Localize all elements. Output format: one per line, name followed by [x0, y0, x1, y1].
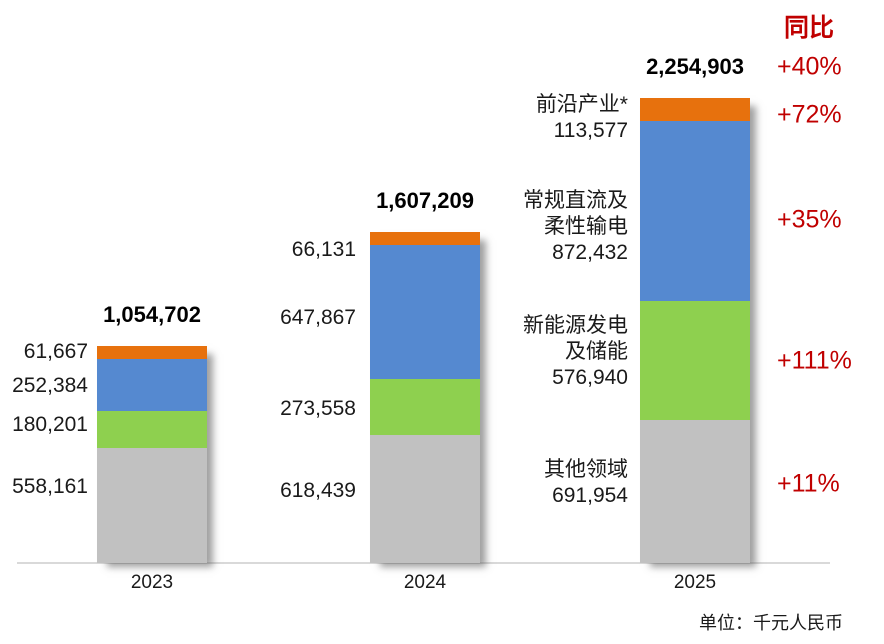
segment-name-value-3: 其他领域 691,954: [544, 457, 628, 509]
bar-segment-2024-1: [370, 245, 480, 380]
stacked-bar-2023: [97, 345, 207, 563]
bar-segment-2025-3: [640, 420, 750, 563]
bar-segment-2025-1: [640, 121, 750, 302]
yoy-segment-change-0: +72%: [777, 100, 842, 129]
segment-value-2023-0: 61,667: [23, 340, 88, 364]
segment-label-line: 新能源发电: [523, 313, 628, 337]
segment-value-2024-3: 618,439: [280, 479, 356, 503]
x-axis-label-2023: 2023: [130, 572, 174, 593]
bar-segment-2023-0: [97, 345, 207, 359]
segment-label-line: 柔性输电: [544, 215, 628, 239]
segment-value-2024-2: 273,558: [280, 397, 356, 421]
total-value-2023: 1,054,702: [103, 301, 201, 327]
segment-label-line: 前沿产业*: [535, 92, 628, 116]
bar-segment-2023-2: [97, 410, 207, 448]
segment-name-value-0: 前沿产业* 113,577: [536, 92, 628, 144]
bar-segment-2024-2: [370, 379, 480, 436]
segment-label-line: 其他领域: [544, 457, 628, 481]
bar-segment-2024-3: [370, 435, 480, 563]
segment-name-value-1: 常规直流及 柔性输电 872,432: [523, 188, 628, 266]
unit-note: 单位：千元人民币: [699, 613, 843, 633]
segment-label-line: 691,954: [552, 483, 628, 507]
yoy-segment-change-1: +35%: [777, 205, 842, 234]
segment-label-line: 872,432: [552, 241, 628, 265]
total-value-2024: 1,607,209: [376, 187, 474, 213]
stacked-bar-2025: [640, 98, 750, 563]
segment-name-value-2: 新能源发电 及储能 576,940: [523, 313, 628, 391]
segment-value-2023-2: 180,201: [12, 413, 88, 437]
yoy-total-change: +40%: [777, 52, 842, 81]
bar-segment-2025-0: [640, 98, 750, 122]
bar-segment-2023-1: [97, 358, 207, 411]
segment-label-line: 常规直流及: [523, 189, 628, 213]
segment-label-line: 576,940: [552, 365, 628, 389]
segment-label-line: 113,577: [553, 118, 628, 142]
yoy-segment-change-2: +111%: [777, 346, 852, 375]
yoy-column-title: 同比: [784, 14, 835, 42]
segment-label-line: 及储能: [565, 339, 628, 363]
segment-value-2023-1: 252,384: [12, 373, 88, 397]
segment-value-2024-1: 647,867: [280, 306, 356, 330]
stacked-bar-2024: [370, 231, 480, 563]
segment-value-2024-0: 66,131: [291, 237, 356, 261]
yoy-segment-change-3: +11%: [777, 469, 840, 498]
total-value-2025: 2,254,903: [646, 54, 744, 79]
bar-segment-2025-2: [640, 301, 750, 421]
x-axis-label-2024: 2024: [403, 572, 447, 593]
x-axis-line: [17, 562, 830, 564]
x-axis-label-2025: 2025: [673, 572, 717, 593]
bar-segment-2024-0: [370, 231, 480, 246]
bar-segment-2023-3: [97, 447, 207, 563]
segment-value-2023-3: 558,161: [12, 475, 88, 499]
